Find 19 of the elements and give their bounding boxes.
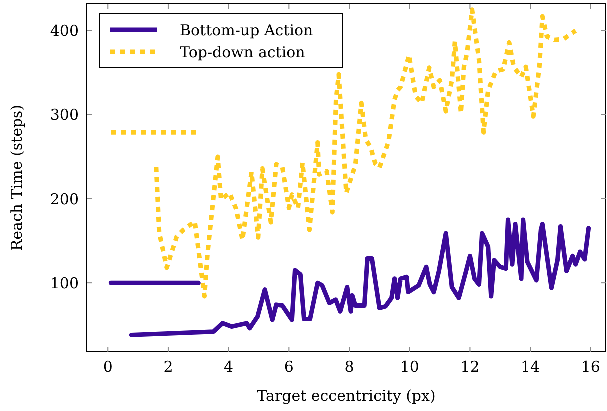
x-tick-label: 16 <box>581 358 600 376</box>
x-tick-label: 12 <box>460 358 480 376</box>
y-tick-label: 300 <box>50 106 79 124</box>
y-tick-label: 200 <box>50 190 79 208</box>
x-tick-label: 0 <box>103 358 113 376</box>
line-series <box>154 8 578 299</box>
x-tick-label: 8 <box>344 358 354 376</box>
x-tick-label: 2 <box>164 358 174 376</box>
line-series <box>129 218 592 338</box>
x-tick-label: 10 <box>400 358 420 376</box>
y-tick-label: 400 <box>50 22 79 40</box>
legend-label: Bottom-up Action <box>180 21 314 40</box>
y-axis-title: Reach Time (steps) <box>8 104 26 252</box>
x-tick-label: 6 <box>284 358 294 376</box>
x-tick-label: 4 <box>224 358 234 376</box>
x-tick-label: 14 <box>521 358 540 376</box>
y-tick-label: 100 <box>50 274 79 292</box>
x-axis-title: Target eccentricity (px) <box>257 387 436 405</box>
legend-label: Top-down action <box>180 43 306 62</box>
